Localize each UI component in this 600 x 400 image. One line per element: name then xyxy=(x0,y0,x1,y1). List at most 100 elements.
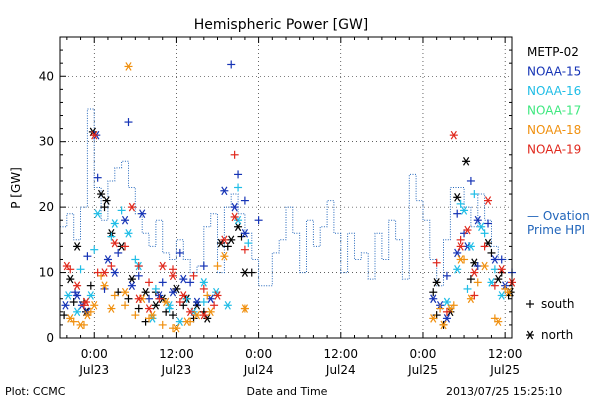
noaa-16-south-point xyxy=(151,284,160,293)
noaa-15-south-point xyxy=(240,196,249,205)
x-tick-label-date: Jul24 xyxy=(243,363,274,377)
marker-stroke xyxy=(125,228,132,238)
marker-stroke xyxy=(457,242,464,251)
marker-stroke xyxy=(430,314,437,323)
marker-stroke xyxy=(74,307,81,317)
x-tick-label-date: Jul23 xyxy=(161,363,192,377)
noaa-15-south-point xyxy=(114,248,123,257)
marker-stroke xyxy=(111,219,118,228)
marker-stroke xyxy=(471,268,478,277)
marker-stroke xyxy=(221,251,228,261)
metp-02-south-point xyxy=(124,294,133,303)
noaa-15-south-point xyxy=(497,255,506,264)
noaa-18-north-point xyxy=(124,62,133,71)
y-tick-label: 0 xyxy=(46,331,54,345)
noaa-15-north-point xyxy=(490,255,499,264)
metp-02-north-point xyxy=(453,192,462,202)
marker-stroke xyxy=(166,300,173,310)
noaa-16-south-point xyxy=(244,239,253,248)
marker-stroke xyxy=(430,294,437,304)
metp-02-north-point xyxy=(470,258,479,268)
marker-stroke xyxy=(91,300,98,310)
marker-stroke xyxy=(217,238,225,248)
metp-02-north-point xyxy=(66,274,75,284)
noaa-19-south-point xyxy=(175,298,184,307)
noaa-16-north-point xyxy=(199,278,208,287)
ovation-step-line xyxy=(60,108,513,287)
noaa-19-north-point xyxy=(186,307,195,317)
x-tick-label-date: Jul25 xyxy=(407,363,438,377)
marker-stroke xyxy=(108,304,115,313)
marker-stroke xyxy=(169,287,177,297)
noaa-16-south-point xyxy=(131,255,140,264)
noaa-19-north-point xyxy=(100,268,109,277)
noaa-16-north-point xyxy=(234,215,243,225)
noaa-15-south-point xyxy=(227,60,236,69)
noaa-19-south-point xyxy=(240,245,249,254)
marker-stroke xyxy=(464,225,471,235)
metp-02-south-point xyxy=(141,317,150,326)
metp-02-south-point xyxy=(169,311,177,320)
marker-stroke xyxy=(481,261,488,271)
marker-stroke xyxy=(145,304,153,313)
noaa-15-south-point xyxy=(453,209,462,218)
noaa-18-south-point xyxy=(490,314,499,323)
marker-stroke xyxy=(231,212,238,222)
marker-stroke xyxy=(87,291,94,300)
noaa-16-north-point xyxy=(497,291,506,300)
noaa-19-north-point xyxy=(497,264,506,274)
noaa-15-north-point xyxy=(453,248,462,258)
metp-02-south-point xyxy=(114,288,123,297)
noaa-19-north-point xyxy=(220,235,229,245)
noaa-15-north-point xyxy=(220,186,229,196)
marker-stroke xyxy=(169,271,177,281)
marker-stroke xyxy=(204,314,211,323)
marker-stroke xyxy=(200,310,207,320)
noaa-19-south-point xyxy=(456,235,465,244)
noaa-18-south-point xyxy=(86,307,95,316)
noaa-16-south-point xyxy=(234,183,243,192)
legend-ovation-line2: Prime HPI xyxy=(527,223,585,237)
noaa-16-north-point xyxy=(477,222,486,232)
noaa-19-south-point xyxy=(470,291,479,300)
metp-02-south-point xyxy=(179,301,188,310)
marker-stroke xyxy=(467,242,475,251)
noaa-16-north-point xyxy=(165,300,174,310)
noaa-15-south-point xyxy=(199,262,208,271)
noaa-16-south-point xyxy=(182,294,191,303)
x-tick-label-time: 0:00 xyxy=(245,347,272,361)
noaa-18-north-point xyxy=(192,310,201,320)
noaa-19-north-point xyxy=(110,238,119,248)
legend-entry-noaa-17: NOAA-17 xyxy=(527,104,581,118)
marker-stroke xyxy=(460,206,468,215)
marker-stroke xyxy=(443,314,451,323)
metp-02-north-point xyxy=(216,238,225,248)
marker-stroke xyxy=(484,196,492,205)
marker-stroke xyxy=(176,317,183,326)
chart-title: Hemispheric Power [GW] xyxy=(194,17,369,33)
noaa-15-south-point xyxy=(442,271,451,280)
marker-stroke xyxy=(128,202,136,212)
y-tick-label: 10 xyxy=(39,266,54,280)
noaa-15-north-point xyxy=(121,215,130,225)
noaa-18-south-point xyxy=(69,317,78,326)
marker-stroke xyxy=(213,287,220,297)
x-tick-label-time: 12:00 xyxy=(159,347,194,361)
noaa-15-north-point xyxy=(192,297,201,307)
marker-stroke xyxy=(135,294,142,304)
noaa-15-south-point xyxy=(145,294,154,303)
noaa-18-north-point xyxy=(429,314,438,323)
metp-02-north-point xyxy=(484,238,493,248)
noaa-18-north-point xyxy=(172,323,181,333)
marker-stroke xyxy=(505,287,512,297)
y-axis: 0 10 20 30 40 xyxy=(39,49,512,345)
metp-02-south-point xyxy=(86,281,95,290)
marker-stroke xyxy=(467,294,475,304)
noaa-19-south-point xyxy=(93,268,102,277)
noaa-19-south-point xyxy=(189,271,198,280)
metp-02-north-point xyxy=(97,189,106,199)
noaa-16-north-point xyxy=(73,307,82,317)
metp-02-north-point xyxy=(494,274,503,284)
noaa-19-south-point xyxy=(66,265,75,274)
